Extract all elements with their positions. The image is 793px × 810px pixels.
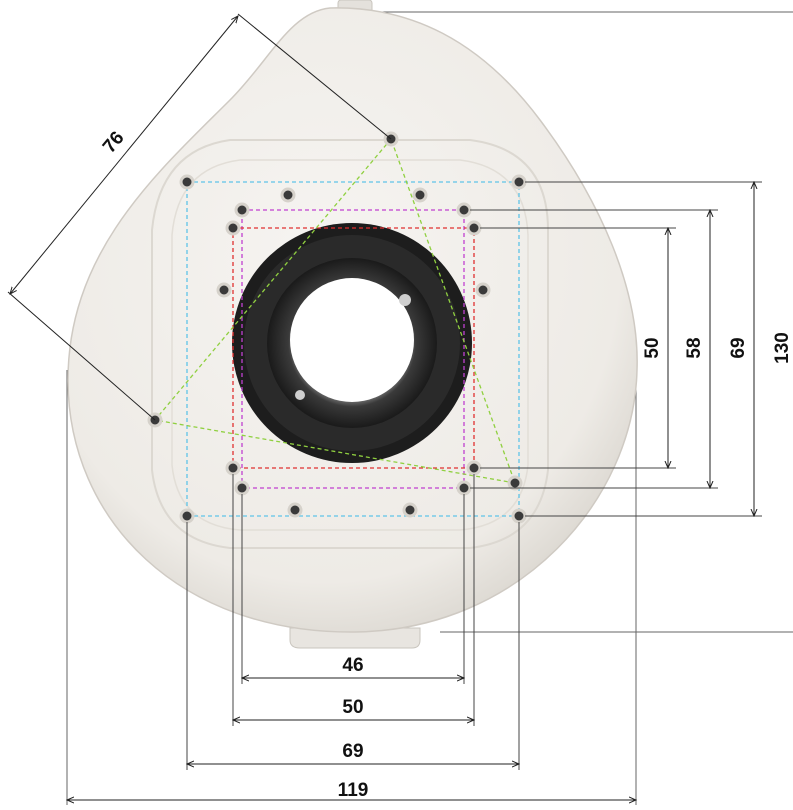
right-dim-label-130: 130 xyxy=(772,332,793,364)
bottom-dim-label-119: 119 xyxy=(338,780,369,801)
hole xyxy=(234,480,250,496)
hole xyxy=(466,220,482,236)
mounting-patterns xyxy=(153,137,520,517)
hole xyxy=(507,475,523,491)
hole xyxy=(216,282,232,298)
hole xyxy=(511,508,527,524)
hole xyxy=(466,460,482,476)
right-extension-lines xyxy=(470,181,762,517)
diagonal-dim-label-76: 76 xyxy=(99,128,129,158)
bottom-dim-label-50: 50 xyxy=(342,697,363,718)
pattern-red xyxy=(232,227,475,469)
hole xyxy=(402,502,418,518)
hole xyxy=(287,502,303,518)
right-dim-label-69: 69 xyxy=(728,337,749,358)
hole xyxy=(511,174,527,190)
right-dim-label-58: 58 xyxy=(684,337,705,358)
bottom-dim-label-46: 46 xyxy=(342,655,363,676)
pattern-green-triangle xyxy=(153,137,516,484)
hole xyxy=(280,187,296,203)
bottom-dimension-lines xyxy=(67,678,636,800)
extension-lines xyxy=(66,11,793,805)
hole xyxy=(179,508,195,524)
pattern-cyan xyxy=(186,181,520,517)
hole xyxy=(456,480,472,496)
bottom-dim-label-69: 69 xyxy=(342,741,363,762)
bottom-extension-lines xyxy=(186,474,520,770)
pattern-magenta xyxy=(241,209,465,489)
hole xyxy=(456,202,472,218)
right-dimension-lines xyxy=(668,182,754,516)
right-dim-label-50: 50 xyxy=(642,337,663,358)
hole xyxy=(412,187,428,203)
hole xyxy=(234,202,250,218)
cable-hole xyxy=(232,223,472,463)
hole xyxy=(475,282,491,298)
hole xyxy=(225,220,241,236)
hole xyxy=(225,460,241,476)
diagonal-dimension xyxy=(7,13,392,421)
bottom-outlet xyxy=(289,627,421,649)
hole xyxy=(179,174,195,190)
